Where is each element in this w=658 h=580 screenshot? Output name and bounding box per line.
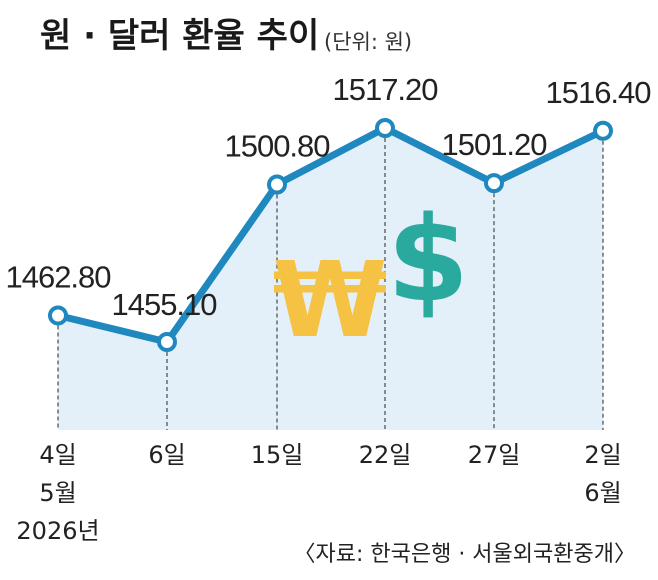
data-source: 〈자료: 한국은행 · 서울외국환중개〉 bbox=[293, 542, 636, 567]
value-label-4: 1501.20 bbox=[441, 127, 547, 162]
x-label-0-0: 4일 bbox=[39, 441, 76, 469]
drop-lines bbox=[57, 138, 604, 430]
x-label-0-2: 2026년 bbox=[16, 517, 99, 545]
value-label-0: 1462.80 bbox=[5, 259, 111, 294]
x-label-0-1: 5월 bbox=[39, 479, 76, 507]
data-point-0 bbox=[48, 305, 68, 326]
value-label-1: 1455.10 bbox=[111, 287, 217, 322]
value-label-2: 1500.80 bbox=[224, 129, 330, 164]
data-point-1 bbox=[157, 332, 177, 352]
area-fill bbox=[58, 128, 603, 430]
data-point-5 bbox=[593, 120, 613, 141]
x-label-5-0: 2일 bbox=[584, 441, 621, 469]
chart-title: 원 · 달러 환율 추이 bbox=[40, 16, 320, 56]
chart-unit: (단위: 원) bbox=[324, 30, 413, 54]
value-label-5: 1516.40 bbox=[545, 75, 651, 110]
data-point-2 bbox=[267, 174, 287, 195]
x-label-5-1: 6월 bbox=[584, 479, 621, 507]
x-label-1-0: 6일 bbox=[148, 441, 185, 469]
data-point-3 bbox=[375, 118, 395, 138]
x-label-4-0: 27일 bbox=[468, 441, 521, 469]
dollar-sign-icon: $ bbox=[387, 190, 469, 328]
x-axis-labels: 4일 5월 2026년 6일 15일 22일 27일 2일 6월 bbox=[16, 441, 621, 545]
svg-text:₩: ₩ bbox=[273, 239, 388, 361]
data-markers bbox=[48, 118, 613, 352]
x-label-2-0: 15일 bbox=[251, 441, 304, 469]
value-label-3: 1517.20 bbox=[332, 72, 438, 107]
x-label-3-0: 22일 bbox=[359, 441, 412, 469]
series-line bbox=[54, 124, 607, 346]
svg-text:$: $ bbox=[387, 190, 469, 328]
won-sign-icon: ₩ bbox=[273, 239, 388, 361]
data-point-4 bbox=[484, 173, 504, 194]
